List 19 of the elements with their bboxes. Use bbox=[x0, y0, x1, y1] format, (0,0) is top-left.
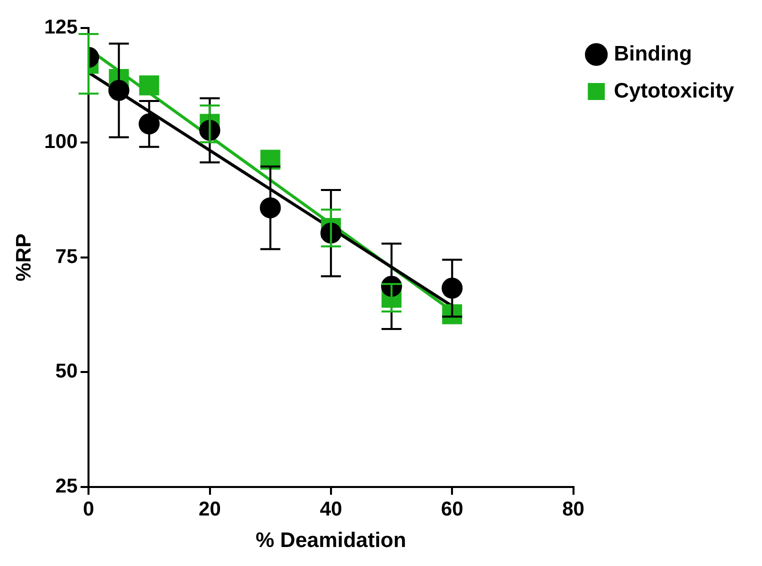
point bbox=[260, 197, 281, 218]
y-tick-label: 125 bbox=[44, 16, 78, 39]
x-tick-label: 80 bbox=[562, 498, 584, 520]
y-axis-title: %RP bbox=[12, 233, 36, 282]
x-tick-label: 20 bbox=[198, 498, 221, 520]
x-tick-label: 0 bbox=[83, 498, 94, 520]
x-axis-title: % Deamidation bbox=[256, 529, 406, 552]
y-tick-label: 75 bbox=[55, 246, 78, 268]
point bbox=[138, 113, 160, 134]
x-tick-label: 60 bbox=[441, 498, 464, 520]
x-tick-label: 40 bbox=[320, 498, 342, 520]
y-tick-label: 25 bbox=[55, 475, 78, 498]
point bbox=[108, 80, 130, 101]
legend-label: Cytotoxicity bbox=[614, 79, 734, 102]
y-tick-label: 100 bbox=[44, 131, 78, 154]
point bbox=[442, 278, 463, 299]
legend-label: Binding bbox=[614, 42, 692, 66]
y-tick-label: 50 bbox=[55, 360, 78, 383]
point bbox=[139, 75, 160, 96]
